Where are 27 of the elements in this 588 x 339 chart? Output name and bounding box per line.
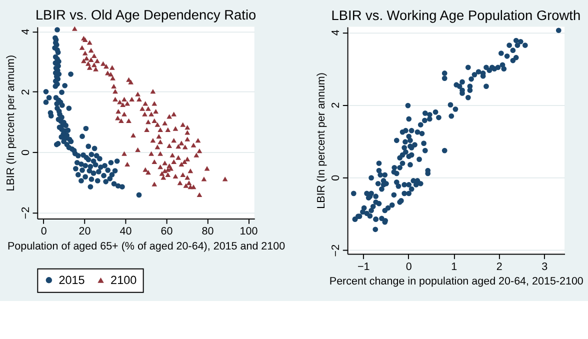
x-tick-label: 40: [120, 226, 132, 238]
x-axis-title: Percent change in population aged 20-64, 2015-2100: [329, 276, 584, 288]
y-axis-title: LBIR (In percent per annum): [5, 54, 18, 192]
x-tick-label: 60: [160, 226, 173, 238]
x-tick-label: 20: [78, 226, 91, 238]
chart-title: LBIR vs. Working Age Population Growth: [331, 8, 581, 23]
x-axis-title: Population of aged 65+ (% of aged 20-64), 2015 and 2100: [7, 240, 286, 252]
x-tick-label: 0: [406, 260, 412, 273]
y-tick-label: −2: [20, 206, 32, 220]
chart-title: LBIR vs. Old Age Dependency Ratio: [35, 7, 256, 22]
x-tick-label: 100: [240, 226, 258, 238]
y-tick-label: 4: [20, 28, 32, 35]
y-tick-label: 2: [330, 102, 342, 108]
x-tick-label: −1: [358, 260, 370, 273]
y-tick-label: 0: [330, 174, 342, 181]
x-tick-label: 0: [40, 226, 47, 238]
y-tick-label: 4: [330, 30, 342, 36]
y-tick-label: 0: [20, 150, 32, 156]
y-tick-label: 2: [20, 89, 32, 96]
legend-label: 2100: [110, 274, 138, 288]
x-tick-label: 3: [542, 260, 548, 273]
x-tick-label: 1: [451, 260, 458, 273]
x-tick-label: 80: [202, 226, 214, 238]
y-tick-label: −2: [330, 244, 342, 257]
legend-label: 2015: [58, 274, 86, 288]
y-axis-title: LBIR (In percent per annum): [315, 72, 328, 209]
x-tick-label: 2: [496, 260, 502, 273]
